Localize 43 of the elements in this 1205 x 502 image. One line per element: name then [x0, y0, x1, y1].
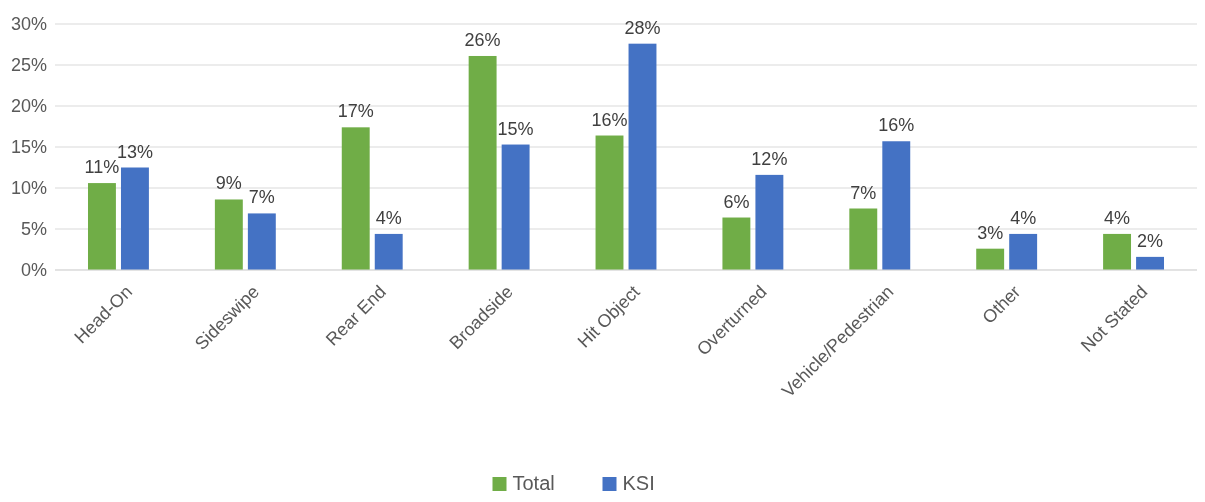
- y-tick-label: 15%: [10, 137, 47, 158]
- legend-label: KSI: [622, 472, 655, 494]
- y-tick-label: 0%: [20, 260, 47, 281]
- bar: [501, 144, 530, 270]
- y-tick-label: 10%: [10, 178, 47, 199]
- bar: [87, 183, 116, 270]
- data-label: 2%: [1137, 230, 1164, 251]
- bar: [595, 135, 624, 270]
- data-label: 16%: [591, 109, 628, 130]
- bar: [722, 217, 751, 270]
- bar: [755, 174, 784, 270]
- data-label: 9%: [215, 173, 242, 194]
- bar: [976, 248, 1005, 270]
- bar: [341, 127, 370, 270]
- data-label: 16%: [878, 115, 915, 136]
- bar: [1136, 256, 1165, 270]
- data-label: 26%: [464, 29, 501, 50]
- bar: [849, 208, 878, 270]
- bar: [1009, 233, 1038, 270]
- bar: [374, 233, 403, 270]
- bar: [1103, 233, 1132, 270]
- data-label: 6%: [723, 191, 750, 212]
- y-tick-label: 5%: [20, 219, 47, 240]
- bar: [882, 141, 911, 270]
- bar: [468, 55, 497, 270]
- y-tick-label: 30%: [10, 14, 47, 35]
- bar: [247, 213, 276, 270]
- data-label: 7%: [850, 182, 877, 203]
- bar: [120, 167, 149, 270]
- bar: [628, 43, 657, 270]
- data-label: 7%: [248, 187, 275, 208]
- data-label: 15%: [497, 118, 534, 139]
- data-label: 3%: [977, 222, 1004, 243]
- y-tick-label: 25%: [10, 55, 47, 76]
- data-label: 4%: [375, 207, 402, 228]
- bar: [214, 199, 243, 270]
- data-label: 17%: [337, 101, 374, 122]
- data-label: 4%: [1010, 207, 1037, 228]
- legend-label: Total: [512, 472, 555, 494]
- data-label: 28%: [624, 17, 661, 38]
- data-label: 12%: [751, 148, 788, 169]
- data-label: 4%: [1104, 207, 1131, 228]
- y-tick-label: 20%: [10, 96, 47, 117]
